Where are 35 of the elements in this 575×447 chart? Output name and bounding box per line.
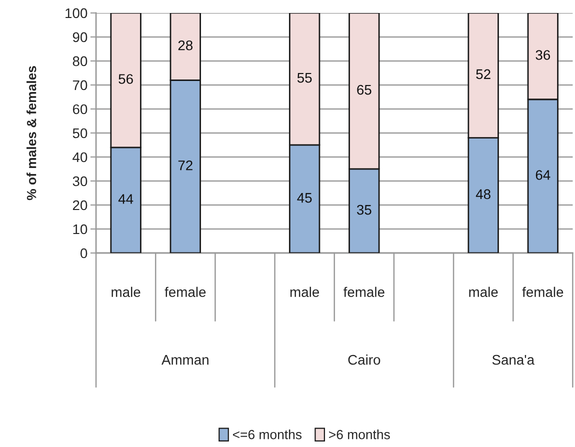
x-tick-label: male [290, 286, 320, 298]
x-tick-label: female [164, 286, 206, 298]
data-label: 45 [297, 193, 312, 203]
y-tick-label: 80 [72, 56, 88, 66]
y-tick-label: 70 [72, 80, 88, 90]
data-label: 36 [536, 50, 550, 60]
data-label: 52 [476, 69, 490, 80]
x-tick-label: male [469, 286, 498, 298]
y-tick-label: 50 [72, 128, 88, 138]
data-label: 72 [178, 160, 192, 170]
y-tick-label: 60 [72, 104, 88, 114]
x-tick-label: male [112, 286, 140, 298]
data-label: 55 [297, 73, 312, 83]
legend-label: <=6 months [232, 430, 302, 440]
data-label: 28 [178, 40, 193, 50]
y-tick-label: 30 [72, 176, 88, 186]
data-label: 64 [536, 170, 550, 180]
data-label: 65 [357, 84, 372, 95]
text: Amman [162, 355, 208, 365]
y-tick-label: 90 [72, 32, 88, 42]
y-tick-label: 40 [72, 152, 88, 162]
data-label: 44 [118, 194, 134, 204]
y-tick-label: 100 [66, 8, 88, 18]
x-tick-label: female [522, 286, 564, 298]
y-tick-label: 0 [80, 248, 88, 258]
x-tick-label: female [344, 286, 384, 298]
data-label: 56 [118, 74, 133, 84]
data-label: 35 [356, 204, 372, 215]
data-label: 48 [476, 189, 490, 200]
text: Cairo [348, 354, 380, 365]
legend-label: >6 months [329, 430, 390, 440]
text: Sana'a [492, 354, 535, 365]
y-tick-label: 20 [72, 200, 88, 210]
y-axis-title: % of males & females [26, 66, 36, 200]
y-tick-label: 10 [73, 224, 88, 234]
